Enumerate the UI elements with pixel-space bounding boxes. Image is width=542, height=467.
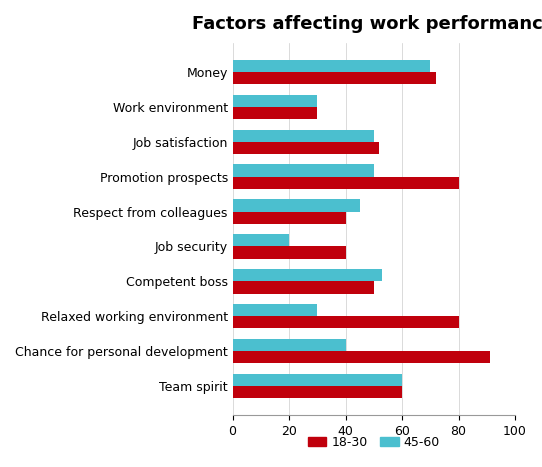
Title: Factors affecting work performance: Factors affecting work performance: [192, 15, 542, 33]
Bar: [233, 199, 360, 212]
Bar: [233, 107, 318, 119]
Bar: [233, 304, 318, 316]
Bar: [233, 129, 374, 142]
Bar: [233, 164, 374, 177]
Bar: [233, 72, 436, 84]
Bar: [233, 351, 489, 363]
Bar: [233, 316, 459, 328]
Legend: 18-30, 45-60: 18-30, 45-60: [302, 431, 445, 453]
Bar: [233, 339, 346, 351]
Bar: [233, 269, 382, 281]
Bar: [233, 177, 459, 189]
Bar: [233, 95, 318, 107]
Bar: [233, 386, 402, 398]
Bar: [233, 142, 379, 154]
Bar: [233, 247, 346, 259]
Bar: [233, 212, 346, 224]
Bar: [233, 234, 289, 247]
Bar: [233, 60, 430, 72]
Bar: [233, 374, 402, 386]
Bar: [233, 281, 374, 294]
